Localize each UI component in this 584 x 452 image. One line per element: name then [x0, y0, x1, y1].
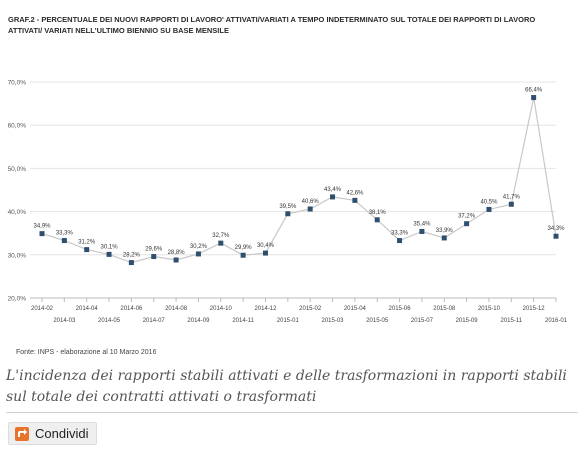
- data-point: [419, 228, 425, 234]
- data-label: 39,5%: [279, 204, 297, 210]
- x-tick-label: 2015-10: [478, 306, 501, 312]
- x-tick-label: 2014-07: [143, 318, 166, 324]
- data-point: [173, 257, 179, 263]
- image-caption: L'incidenza dei rapporti stabili attivat…: [6, 368, 567, 405]
- data-point: [464, 221, 470, 227]
- data-label: 42,6%: [346, 190, 364, 196]
- x-tick-label: 2014-03: [53, 318, 76, 324]
- data-point: [151, 254, 157, 260]
- data-label: 29,6%: [145, 247, 163, 253]
- data-label: 30,2%: [190, 244, 208, 250]
- share-label: Condividi: [35, 426, 89, 441]
- x-tick-label: 2015-06: [389, 306, 412, 312]
- x-tick-label: 2016-01: [545, 318, 568, 324]
- data-point: [128, 260, 134, 266]
- x-tick-label: 2014-04: [76, 306, 99, 312]
- data-label: 30,1%: [101, 244, 119, 250]
- share-icon: [15, 426, 29, 441]
- x-tick-label: 2014-05: [98, 318, 121, 324]
- data-point: [262, 250, 268, 256]
- data-point: [553, 233, 559, 239]
- x-tick-label: 2015-05: [366, 318, 389, 324]
- chart-title: GRAF.2 - PERCENTUALE DEI NUOVI RAPPORTI …: [8, 15, 536, 35]
- data-label: 30,4%: [257, 243, 275, 249]
- y-tick-label: 70,0%: [8, 80, 27, 87]
- x-tick-label: 2015-03: [322, 318, 345, 324]
- x-tick-label: 2015-04: [344, 306, 367, 312]
- data-point: [307, 206, 313, 212]
- data-point: [531, 95, 537, 101]
- data-point: [352, 197, 358, 203]
- data-label: 31,2%: [78, 240, 96, 246]
- x-tick-label: 2015-12: [523, 306, 546, 312]
- y-tick-label: 20,0%: [8, 296, 27, 303]
- x-tick-label: 2015-11: [501, 318, 523, 324]
- data-point: [195, 251, 201, 257]
- series-line: [41, 97, 557, 264]
- data-label: 33,3%: [56, 231, 74, 237]
- x-tick-label: 2015-02: [299, 306, 322, 312]
- data-label: 43,4%: [324, 187, 342, 193]
- x-tick-label: 2014-02: [31, 306, 54, 312]
- data-label: 33,9%: [436, 228, 454, 234]
- chart-source: Fonte: INPS - elaborazione al 10 Marzo 2…: [16, 349, 157, 355]
- data-point: [374, 217, 380, 223]
- data-point: [61, 238, 67, 244]
- x-tick-label: 2015-01: [277, 318, 300, 324]
- data-point: [508, 201, 514, 207]
- y-tick-label: 60,0%: [8, 123, 27, 130]
- x-tick-label: 2014-12: [254, 306, 277, 312]
- data-label: 37,2%: [458, 214, 476, 220]
- divider: [6, 412, 578, 413]
- data-label: 40,6%: [302, 199, 320, 205]
- data-label: 34,9%: [33, 224, 51, 230]
- x-tick-label: 2014-06: [120, 306, 143, 312]
- data-point: [240, 252, 246, 258]
- data-label: 29,9%: [235, 245, 253, 251]
- data-point: [285, 211, 291, 217]
- x-tick-label: 2014-10: [210, 306, 233, 312]
- x-tick-label: 2015-08: [433, 306, 456, 312]
- x-tick-label: 2014-09: [187, 318, 210, 324]
- x-tick-label: 2015-07: [411, 318, 434, 324]
- data-point: [330, 194, 336, 200]
- data-point: [106, 251, 112, 257]
- y-tick-label: 50,0%: [8, 166, 27, 173]
- data-label: 41,7%: [503, 194, 521, 200]
- share-button[interactable]: Condividi: [8, 422, 98, 445]
- data-point: [84, 247, 90, 253]
- data-label: 28,2%: [123, 253, 141, 259]
- data-point: [486, 206, 492, 212]
- line-chart: 20,0% 30,0% 40,0% 50,0% 60,0% 70,0% 2014-02 201…: [8, 80, 568, 325]
- x-tick-label: 2014-11: [232, 318, 254, 324]
- data-point: [397, 238, 403, 244]
- data-point: [218, 240, 224, 246]
- data-label: 33,3%: [391, 231, 409, 237]
- x-tick-label: 2014-08: [165, 306, 188, 312]
- y-tick-label: 40,0%: [8, 209, 27, 216]
- x-tick-label: 2015-09: [456, 318, 479, 324]
- data-label: 38,1%: [369, 210, 387, 216]
- data-label: 34,3%: [547, 226, 565, 232]
- data-label: 66,4%: [525, 88, 543, 94]
- data-point: [441, 235, 447, 241]
- data-label: 40,5%: [480, 199, 498, 205]
- data-point: [39, 231, 45, 237]
- data-label: 28,8%: [168, 250, 186, 256]
- data-label: 35,4%: [413, 221, 431, 227]
- y-tick-label: 30,0%: [8, 252, 27, 259]
- data-label: 32,7%: [212, 233, 230, 239]
